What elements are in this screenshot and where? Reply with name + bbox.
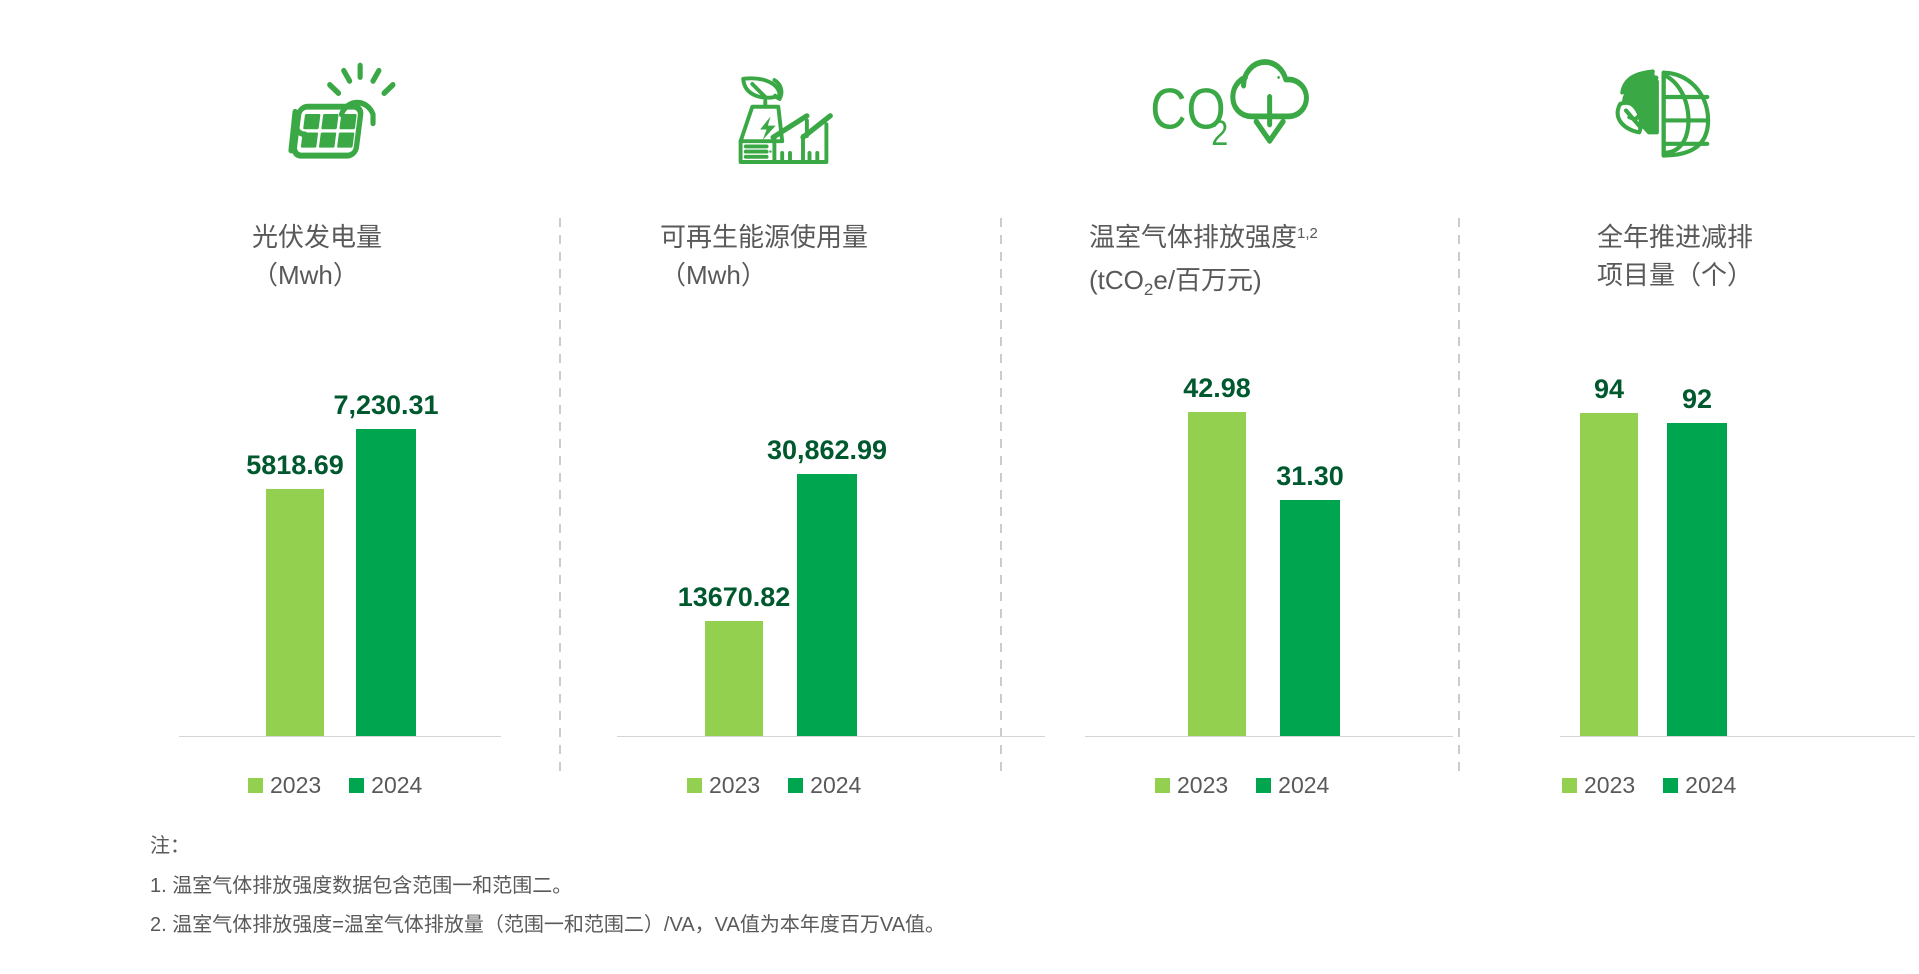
svg-text:2: 2 — [1211, 113, 1228, 152]
